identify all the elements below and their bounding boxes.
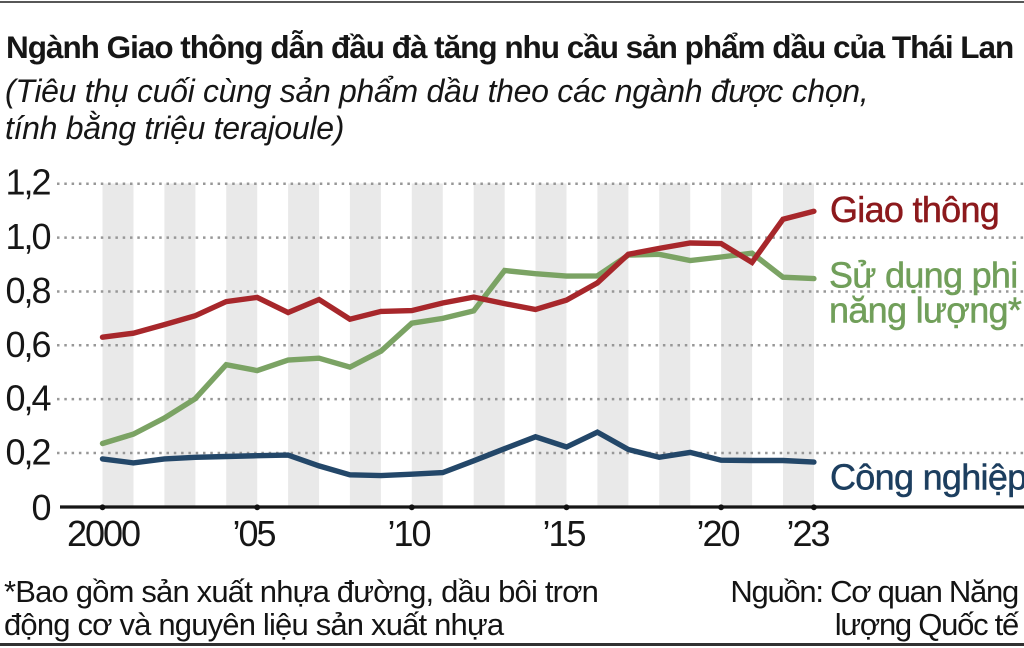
svg-text:0,6: 0,6 [5, 324, 50, 365]
svg-text:0,2: 0,2 [5, 432, 50, 473]
svg-text:2000: 2000 [67, 513, 140, 554]
svg-text:0,4: 0,4 [5, 378, 50, 419]
svg-text:1,2: 1,2 [5, 162, 50, 203]
svg-text:Công nghiệp: Công nghiệp [830, 457, 1024, 498]
svg-text:0: 0 [31, 487, 50, 528]
svg-text:’23: ’23 [786, 513, 829, 554]
svg-text:Sử dụng phi: Sử dụng phi [829, 255, 1018, 296]
svg-text:’10: ’10 [387, 513, 430, 554]
svg-text:0,8: 0,8 [5, 270, 50, 311]
svg-text:1,0: 1,0 [5, 216, 50, 257]
svg-text:Giao thông: Giao thông [830, 189, 999, 230]
svg-text:năng lượng*: năng lượng* [829, 290, 1022, 331]
svg-text:’05: ’05 [232, 513, 275, 554]
svg-text:’20: ’20 [696, 513, 739, 554]
svg-text:’15: ’15 [542, 513, 585, 554]
